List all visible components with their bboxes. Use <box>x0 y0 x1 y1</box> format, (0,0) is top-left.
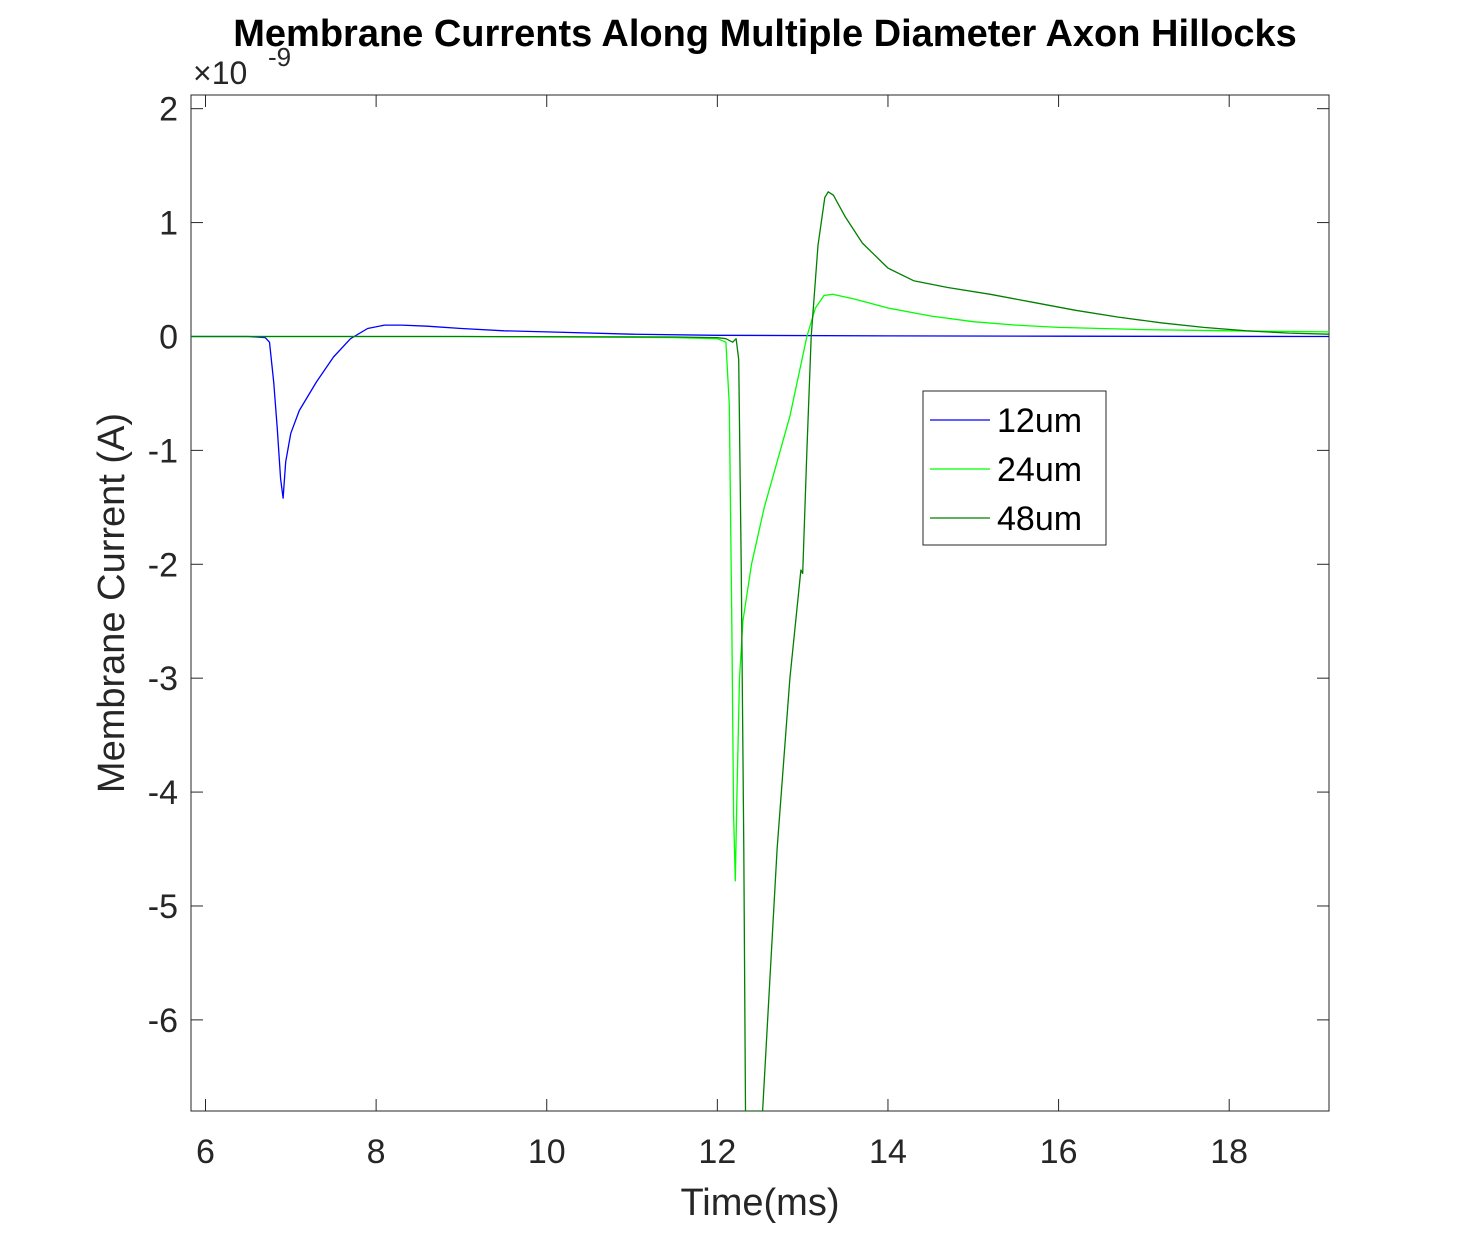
series-line-24um <box>191 293 1329 882</box>
legend-box <box>922 390 1107 546</box>
x-tick-label: 16 <box>1040 1133 1078 1171</box>
x-tick-label: 6 <box>196 1133 215 1171</box>
x-axis-label: Time(ms) <box>681 1182 840 1224</box>
x-tick-label: 14 <box>869 1133 907 1171</box>
legend-label: 48um <box>997 500 1082 538</box>
legend-label: 12um <box>997 402 1082 440</box>
x-tick-label: 8 <box>367 1133 386 1171</box>
y-tick-label: 0 <box>159 318 178 356</box>
series-layer <box>191 191 1329 1111</box>
y-tick-label: -5 <box>148 888 178 926</box>
x-axis: 6 8 10 12 14 16 18 <box>196 95 1248 1171</box>
chart-title: Membrane Currents Along Multiple Diamete… <box>233 13 1296 55</box>
y-tick-label: -3 <box>148 660 178 698</box>
y-tick-label: 2 <box>159 91 178 129</box>
x-tick-label: 18 <box>1210 1133 1248 1171</box>
y-tick-label: -2 <box>148 546 178 584</box>
x-tick-label: 10 <box>528 1133 566 1171</box>
y-axis-label: Membrane Current (A) <box>91 413 133 793</box>
legend: 12um 24um 48um <box>922 390 1107 546</box>
y-tick-label: -4 <box>148 774 178 812</box>
y-tick-label: 1 <box>159 205 178 243</box>
x-tick-label: 12 <box>698 1133 736 1171</box>
y-tick-label: -6 <box>148 1002 178 1040</box>
series-line-12um <box>191 324 1329 499</box>
plot-area-frame <box>190 94 1330 1112</box>
y-exponent-power: -9 <box>268 42 291 72</box>
y-axis: -6 -5 -4 -3 -2 -1 0 1 2 <box>148 91 1329 1040</box>
y-exponent-base: ×10 <box>193 55 247 91</box>
y-exponent: ×10 -9 <box>193 42 291 91</box>
legend-label: 24um <box>997 451 1082 489</box>
y-tick-label: -1 <box>148 432 178 470</box>
series-line-48um <box>191 191 1329 1111</box>
